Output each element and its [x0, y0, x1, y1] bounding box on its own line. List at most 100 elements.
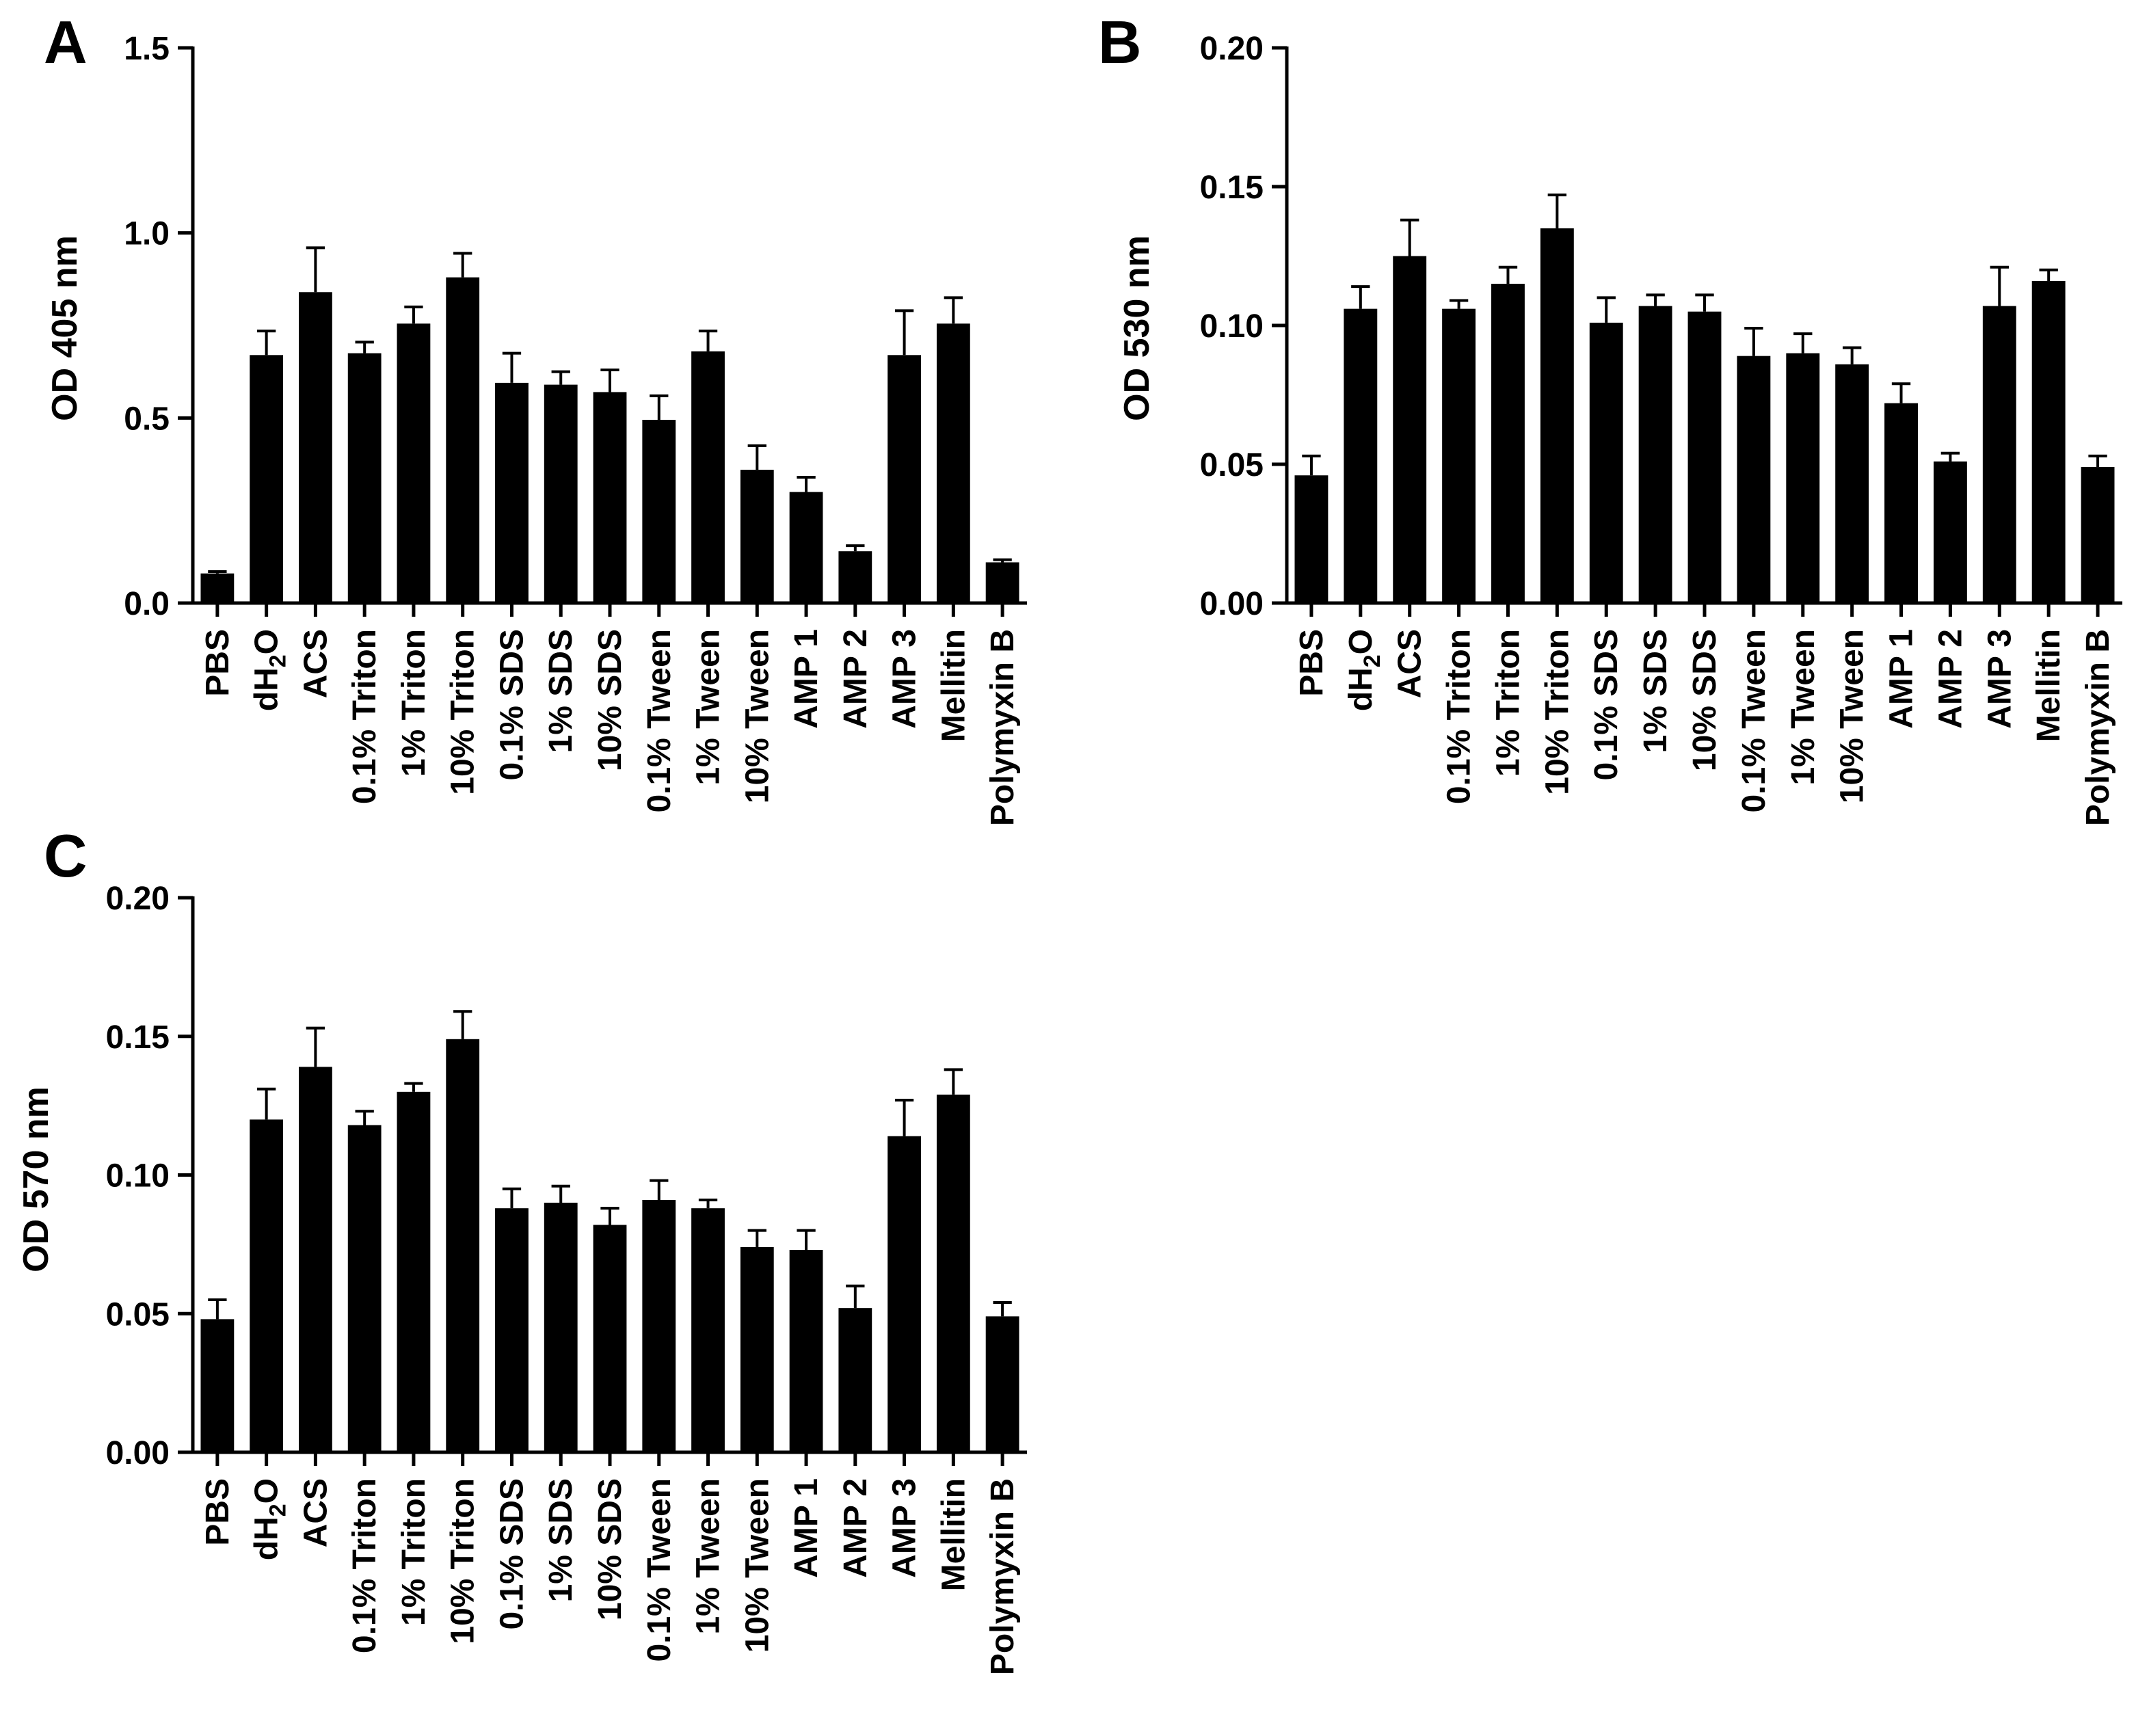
x-tick-label: AMP 2	[1932, 629, 1968, 729]
bar	[200, 573, 235, 603]
bar	[642, 420, 676, 603]
bar	[299, 292, 332, 603]
x-tick-label: PBS	[1294, 629, 1330, 697]
bar	[691, 1208, 725, 1452]
x-tick-label: 0.1% SDS	[494, 629, 530, 780]
x-tick-label: 0.1% Triton	[347, 629, 383, 804]
y-tick-label: 0.05	[1200, 447, 1264, 483]
y-tick-label: 0.00	[106, 1435, 170, 1471]
bar	[1786, 353, 1820, 603]
x-tick-label: PBS	[200, 1478, 236, 1546]
bar	[691, 351, 725, 603]
x-tick-label: 0.1% SDS	[494, 1478, 530, 1629]
x-tick-label: 0.1% SDS	[1588, 629, 1625, 780]
bar	[740, 1246, 774, 1452]
x-tick-label: 1% SDS	[543, 1478, 579, 1602]
bar	[1884, 403, 1918, 603]
bar	[2081, 467, 2115, 603]
x-tick-label: Mellitin	[2031, 629, 2067, 742]
bar	[593, 392, 627, 603]
x-tick-label: PBS	[200, 629, 236, 697]
x-tick-label: AMP 1	[1884, 629, 1920, 729]
x-tick-label: dH2O	[249, 629, 291, 711]
x-tick-label: 10% Tween	[739, 629, 775, 803]
bar	[936, 1094, 970, 1452]
x-tick-label: AMP 2	[838, 629, 874, 729]
bar	[1442, 308, 1476, 603]
x-tick-label: AMP 3	[887, 629, 923, 729]
bar	[397, 323, 431, 603]
bar	[250, 355, 284, 603]
x-tick-label: 0.1% Triton	[347, 1478, 383, 1653]
x-tick-label: Mellitin	[935, 1478, 972, 1591]
x-tick-label: 10% SDS	[592, 629, 628, 771]
bar	[1393, 256, 1427, 603]
x-tick-label: 10% SDS	[592, 1478, 628, 1620]
bar	[446, 1039, 480, 1452]
y-tick-label: 0.5	[124, 401, 170, 437]
bar	[1835, 364, 1869, 603]
bar	[985, 1316, 1019, 1452]
x-tick-label: Polymyxin B	[2080, 629, 2116, 826]
bar	[985, 562, 1019, 603]
x-tick-label: AMP 1	[788, 629, 825, 729]
bar	[544, 384, 578, 603]
x-tick-label: 10% Triton	[1539, 629, 1575, 795]
bar	[495, 1208, 529, 1452]
x-tick-label: Polymyxin B	[985, 1478, 1021, 1675]
y-tick-label: 0.15	[1200, 170, 1264, 206]
x-tick-label: ACS	[1392, 629, 1428, 698]
x-tick-label: 1% SDS	[543, 629, 579, 753]
x-tick-label: 0.1% Triton	[1441, 629, 1478, 804]
y-axis-title: OD 570 nm	[16, 1086, 56, 1272]
panel-letter: C	[44, 822, 88, 890]
bar	[250, 1119, 284, 1452]
y-axis-title: OD 530 nm	[1117, 235, 1157, 421]
bar	[1344, 308, 1378, 603]
bar	[936, 323, 970, 603]
x-tick-label: AMP 1	[788, 1478, 825, 1578]
bar	[789, 1249, 823, 1452]
bar	[495, 382, 529, 603]
bar	[593, 1225, 627, 1452]
bar	[446, 277, 480, 603]
x-tick-label: 1% Tween	[1785, 629, 1821, 786]
bar	[347, 353, 382, 603]
bar	[789, 492, 823, 603]
bar	[1982, 306, 2016, 603]
y-tick-label: 0.20	[106, 881, 170, 917]
y-tick-label: 0.10	[1200, 308, 1264, 345]
x-tick-label: dH2O	[1343, 629, 1385, 711]
bar	[1491, 284, 1525, 603]
bar	[887, 1136, 921, 1452]
panel-a: A OD 405 nm 0.0 0.5 1.0 1.5 PBS dH2O ACS 0.1% T…	[44, 8, 1027, 826]
x-tick-label: dH2O	[249, 1478, 291, 1560]
bar	[1294, 475, 1329, 603]
bar	[838, 1308, 872, 1452]
bar	[740, 470, 774, 603]
x-tick-label: 10% Tween	[739, 1478, 775, 1653]
bar	[887, 355, 921, 603]
y-tick-label: 0.0	[124, 586, 170, 622]
x-tick-label: 10% SDS	[1687, 629, 1723, 771]
panel-letter: B	[1098, 8, 1142, 76]
y-tick-label: 1.5	[124, 31, 170, 67]
y-tick-label: 0.20	[1200, 31, 1264, 67]
bar	[544, 1203, 578, 1452]
x-tick-label: 1% Tween	[691, 629, 727, 786]
x-tick-label: 1% Triton	[1490, 629, 1526, 777]
x-tick-label: 1% Triton	[396, 1478, 432, 1626]
x-tick-label: Mellitin	[935, 629, 972, 742]
bar	[1933, 461, 1967, 603]
y-tick-label: 0.05	[106, 1296, 170, 1333]
y-tick-label: 1.0	[124, 216, 170, 252]
bar	[1540, 228, 1574, 603]
bar	[2031, 281, 2066, 603]
x-tick-label: AMP 2	[838, 1478, 874, 1578]
x-tick-label: 0.1% Tween	[641, 1478, 678, 1662]
x-tick-label: 1% Tween	[691, 1478, 727, 1635]
bar	[299, 1067, 332, 1452]
bar	[1638, 306, 1672, 603]
